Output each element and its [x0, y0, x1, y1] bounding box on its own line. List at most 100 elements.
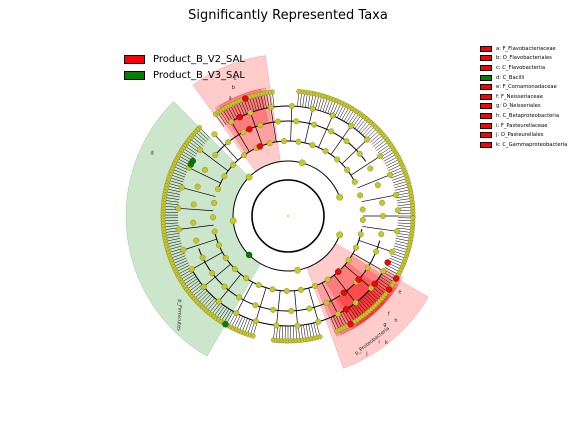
internal-node	[298, 286, 304, 293]
clade-label-f: f	[388, 311, 390, 317]
internal-node	[233, 310, 240, 317]
leaf-branch	[174, 262, 189, 270]
leaf-branch	[395, 189, 411, 194]
internal-node	[379, 199, 386, 206]
class-node	[336, 231, 344, 239]
internal-node	[240, 152, 247, 159]
class-legend-item-v2: Product_B_V2_SAL	[124, 51, 245, 67]
taxa-legend-label: a: F_Flavobacteriaceae	[496, 45, 556, 52]
leaf-branch	[362, 124, 374, 136]
enriched-node-a	[242, 95, 249, 102]
internal-node	[329, 112, 336, 119]
internal-branch	[270, 107, 277, 142]
internal-node	[211, 131, 218, 138]
leaf-branch	[391, 175, 407, 181]
leaf-branch	[322, 97, 328, 112]
leaf-branch	[169, 174, 185, 180]
internal-node	[315, 318, 322, 325]
internal-node	[368, 285, 374, 292]
leaf-branch	[189, 138, 202, 149]
branch-arc	[214, 120, 367, 162]
leaf-branch	[251, 96, 257, 111]
internal-node	[275, 118, 282, 125]
internal-node	[389, 248, 395, 255]
taxa-legend-item: b: O_Flavobacteriales	[480, 54, 567, 64]
taxa-legend-item: g: O_Neisseriales	[480, 102, 567, 112]
leaf-branch	[244, 319, 251, 334]
internal-branch	[333, 274, 356, 303]
taxa-legend-item: a: F_Flavobacteriaceae	[480, 44, 567, 54]
internal-node	[353, 244, 359, 251]
leaf-branch	[249, 97, 255, 112]
leaf-branch	[166, 240, 181, 245]
internal-branch	[178, 207, 214, 212]
clade-labels: abc d e fg h i j k	[150, 76, 401, 357]
internal-node	[175, 205, 182, 212]
legend-swatch	[480, 45, 492, 52]
leaf-branch	[217, 112, 227, 126]
internal-node	[359, 216, 366, 223]
taxa-legend-item: c: C_Flavobacteriia	[480, 63, 567, 73]
leaf-branch	[371, 134, 384, 145]
leaf-branch	[330, 317, 337, 332]
internal-branch	[341, 139, 368, 165]
leaf-branch	[204, 297, 215, 310]
taxa-legend-label: g: O_Neisseriales	[496, 103, 541, 110]
leaf-branch	[230, 104, 238, 119]
internal-branch	[290, 106, 293, 142]
legend-swatch	[480, 122, 492, 129]
leaf-branch	[215, 114, 225, 127]
class-node	[336, 193, 344, 201]
leaf-branch	[366, 292, 378, 304]
leaf-branch	[292, 325, 295, 341]
internal-branch	[214, 134, 239, 161]
leaf-branch	[315, 94, 320, 110]
internal-node	[228, 118, 235, 125]
internal-node	[215, 298, 222, 305]
leaf-branch	[361, 297, 372, 310]
class-node	[294, 266, 301, 274]
leaf-branch	[368, 290, 380, 302]
class-legend-label: Product_B_V2_SAL	[153, 53, 245, 65]
leaf-branch	[281, 325, 284, 341]
internal-node	[293, 118, 300, 125]
internal-node	[344, 166, 351, 173]
class-node	[229, 217, 237, 225]
leaf-branch	[335, 315, 343, 329]
leaf-branch	[183, 276, 197, 285]
leaf-branch	[397, 203, 413, 206]
legend-swatch	[480, 64, 492, 71]
leaf-branch	[394, 186, 410, 191]
internal-node	[364, 264, 371, 271]
leaf-branch	[188, 282, 201, 293]
leaf-branch	[317, 95, 323, 111]
clade-label-e: e	[398, 289, 401, 295]
internal-node	[180, 247, 187, 253]
internal-node	[356, 150, 363, 157]
leaf-branch	[164, 235, 180, 239]
leaf-branch	[377, 143, 391, 153]
leaf-branch	[397, 222, 413, 225]
leaf-branch	[257, 94, 262, 110]
internal-node	[236, 294, 243, 301]
internal-node	[247, 109, 254, 116]
leaf-branch	[218, 307, 228, 321]
internal-node	[393, 228, 400, 235]
leaf-branch	[300, 325, 303, 341]
internal-node	[193, 237, 200, 244]
chart-title: Significantly Represented Taxa	[188, 8, 388, 23]
internal-node	[252, 318, 259, 325]
leaf-branch	[393, 180, 409, 186]
internal-node	[266, 140, 273, 147]
leaf-branch	[195, 131, 207, 143]
leaf-branch	[379, 276, 393, 285]
leaf-branch	[241, 318, 248, 333]
internal-node	[197, 146, 204, 153]
leaf-branch	[386, 264, 400, 273]
leaf-branch	[325, 98, 331, 113]
leaf-branch	[397, 220, 413, 222]
leaf-branch	[166, 185, 182, 190]
leaf-branch	[177, 267, 191, 275]
legend-swatch	[480, 132, 492, 139]
internal-node	[269, 286, 276, 293]
